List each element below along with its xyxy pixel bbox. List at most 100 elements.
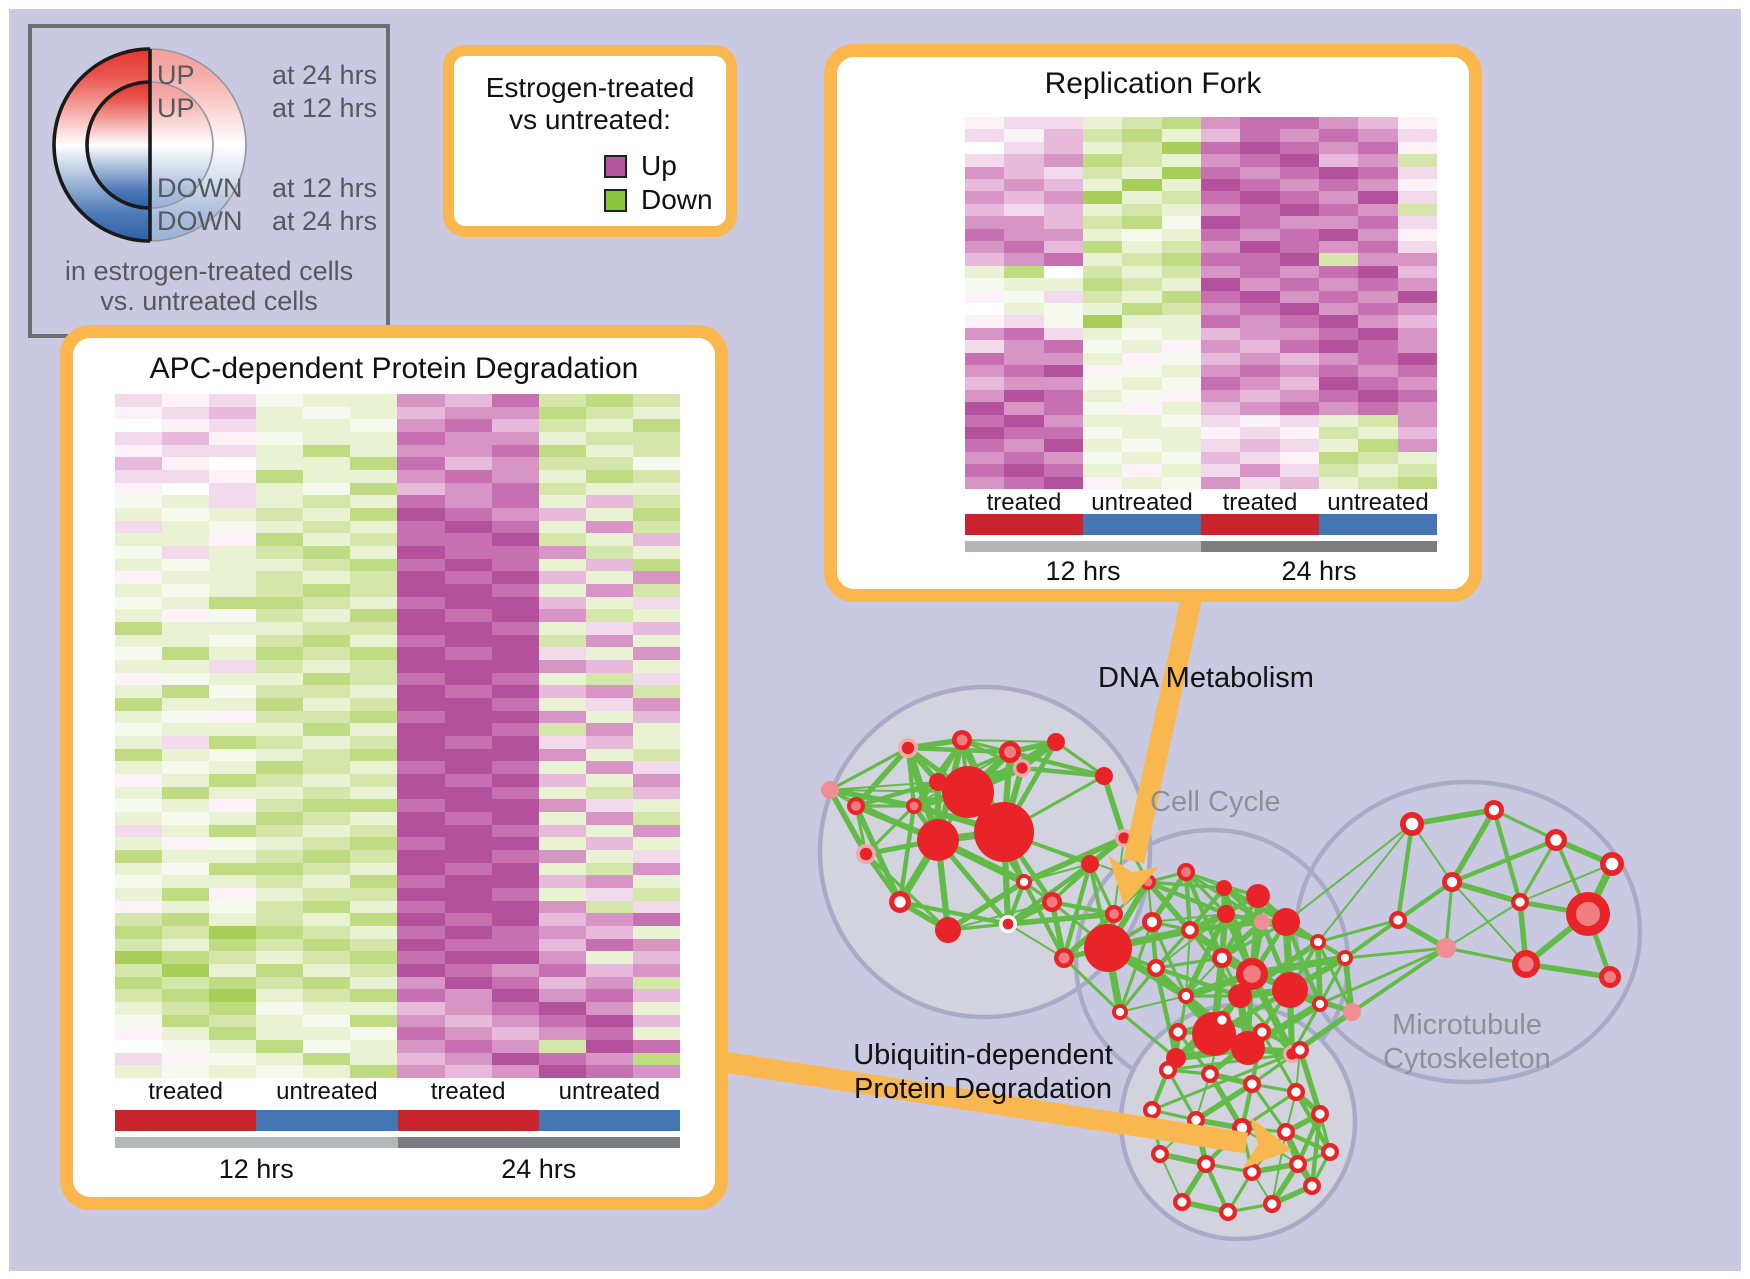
heatmap-cell [115,520,163,534]
heatmap-cell [397,571,445,584]
heatmap-cell [585,1040,633,1053]
network-node [1181,921,1199,939]
heatmap-cell [538,774,586,787]
heatmap-cell [491,660,539,673]
heatmap-cell [1043,253,1083,266]
heatmap-cell [209,520,257,534]
heatmap-cell [1240,191,1280,204]
heatmap-cell [162,457,210,470]
heatmap-cell [397,824,445,838]
heatmap-cell [1122,166,1162,179]
heatmap-cell [115,888,163,901]
heatmap-cell [256,1052,304,1066]
arrow-shaft [722,1051,1249,1154]
replication-fork-panel: Replication Fork treated untreated treat… [824,44,1482,602]
heatmap-cell [256,1002,304,1015]
heatmap-cell [1358,178,1398,192]
network-node [906,798,922,814]
heatmap-cell [1004,228,1044,241]
heatmap-cell [538,850,586,863]
arrow-head [1242,1117,1292,1169]
network-edge [1051,899,1115,917]
heatmap-cell [350,622,398,635]
heatmap-cell [1004,364,1044,378]
up-label: Up [641,150,677,181]
heatmap-cell [303,736,351,749]
heatmap-cell [256,761,304,774]
heatmap-cell [256,571,304,584]
heatmap-cell [538,723,586,736]
heatmap-cell [350,609,398,622]
heatmap-cell [209,786,257,800]
heatmap-cell [162,609,210,622]
heatmap-cell [1397,117,1437,130]
heatmap-cell [965,327,1005,341]
heatmap-cell [115,672,163,686]
heatmap-cell [397,508,445,521]
heatmap-cell [1122,439,1162,452]
heatmap-cell [397,533,445,546]
network-edge [1350,946,1448,1014]
heatmap-cell [1200,265,1241,279]
heatmap-cell [397,394,445,407]
heatmap-cell [538,736,586,749]
heatmap-cell [632,634,680,648]
heatmap-cell [1240,414,1280,427]
heatmap-cell [632,444,680,458]
heatmap-cell [1318,439,1359,452]
heatmap-cell [1397,290,1437,303]
heatmap-cell [303,482,351,496]
heatmap-cell [1082,216,1123,229]
heatmap-cell [1358,166,1398,179]
heatmap-cell [1318,216,1359,229]
heatmap-cell [444,609,492,622]
heatmap-cell [162,926,210,939]
heatmap-cell [1318,166,1359,179]
rf-time-label-12: 12 hrs [1045,556,1121,586]
heatmap-cell [350,406,398,420]
heatmap-cell [350,824,398,838]
network-edge [1241,1090,1297,1130]
heatmap-cell [1397,426,1437,440]
heatmap-cell [632,938,680,952]
heatmap-cell [209,495,257,508]
heatmap-cell [444,520,492,534]
network-node [1545,829,1567,851]
heatmap-cell [585,1002,633,1015]
heatmap-cell [585,672,633,686]
heatmap-cell [1004,216,1044,229]
heatmap-cell [1240,340,1280,353]
heatmap-cell [209,926,257,939]
heatmap-cell [1240,216,1280,229]
heatmap-cell [256,647,304,660]
heatmap-cell [1358,191,1398,204]
heatmap-cell [444,672,492,686]
heatmap-cell [350,508,398,521]
heatmap-cell [538,698,586,711]
heatmap-cell [115,1027,163,1040]
network-node [1303,1177,1321,1195]
network-edge [1184,870,1228,916]
heatmap-cell [1318,302,1359,316]
heatmap-cell [444,495,492,508]
heatmap-cell [1200,290,1241,303]
heatmap-cell [538,1052,586,1066]
heatmap-cell [1358,327,1398,341]
heatmap-cell [585,508,633,521]
heatmap-cell [1161,117,1201,130]
heatmap-cell [1043,178,1083,192]
heatmap-cell [444,951,492,964]
heatmap-cell [444,824,492,838]
heatmap-cell [1082,278,1123,291]
network-edge [1118,1010,1178,1060]
heatmap-cell [1358,414,1398,427]
heatmap-cell [1279,302,1319,316]
heatmap-cell [1200,327,1241,341]
heatmap-cell [1122,178,1162,192]
heatmap-cell [397,495,445,508]
heatmap-cell [1122,315,1162,328]
heatmap-cell [1004,389,1044,403]
heatmap-cell [162,394,210,407]
heatmap-cell [1082,377,1123,390]
heatmap-cell [1397,464,1437,477]
